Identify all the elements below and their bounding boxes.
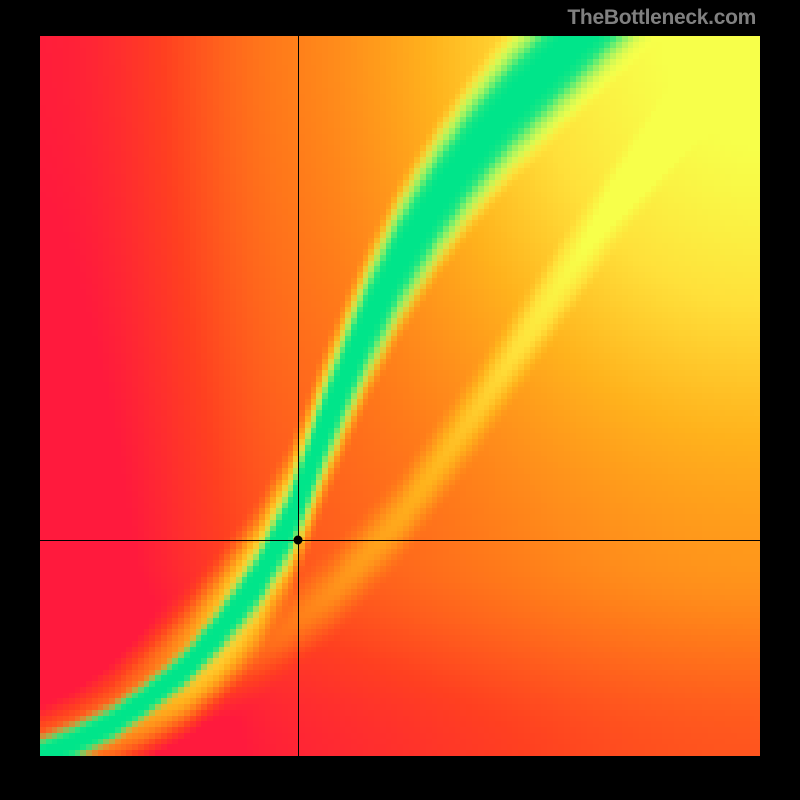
heatmap-canvas [40, 36, 760, 756]
root: TheBottleneck.com [0, 0, 800, 800]
attribution-text: TheBottleneck.com [567, 6, 756, 30]
heatmap-plot [40, 36, 760, 756]
crosshair-horizontal [40, 540, 760, 541]
crosshair-vertical [298, 36, 299, 756]
marker-dot [293, 536, 302, 545]
